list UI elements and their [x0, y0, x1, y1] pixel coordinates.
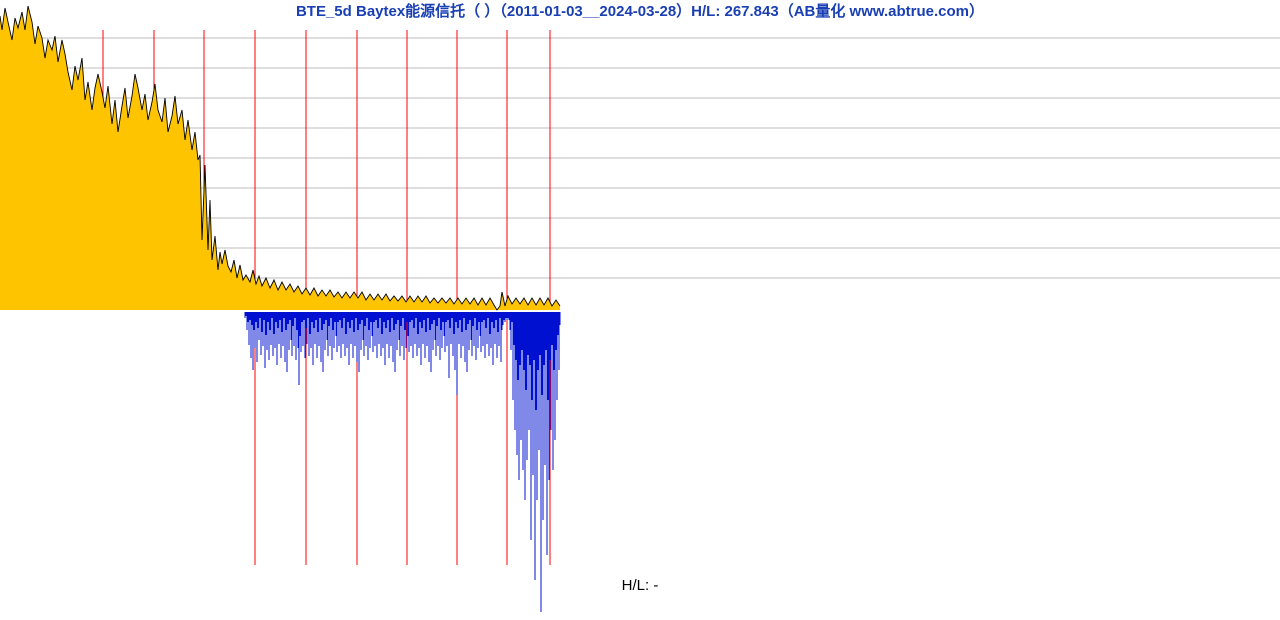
lower-bar-chart: [245, 312, 560, 612]
chart-title: BTE_5d Baytex能源信托（ ）（2011-01-03__2024-03…: [296, 2, 984, 20]
chart-subtitle: H/L: -: [622, 577, 659, 594]
chart-container: BTE_5d Baytex能源信托（ ）（2011-01-03__2024-03…: [0, 0, 1280, 620]
chart-svg: BTE_5d Baytex能源信托（ ）（2011-01-03__2024-03…: [0, 0, 1280, 620]
